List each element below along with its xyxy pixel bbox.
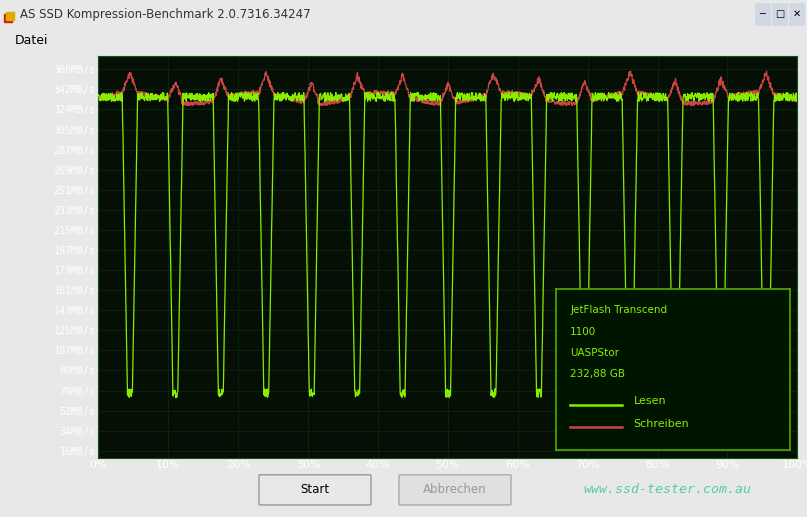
Bar — [789, 3, 804, 25]
Text: Datei: Datei — [15, 34, 48, 48]
Text: JetFlash Transcend: JetFlash Transcend — [571, 305, 667, 315]
Bar — [755, 3, 770, 25]
Bar — [772, 3, 787, 25]
Text: 232,88 GB: 232,88 GB — [571, 369, 625, 379]
Text: Abbrechen: Abbrechen — [423, 483, 487, 496]
Text: Schreiben: Schreiben — [633, 419, 689, 429]
Bar — [4, 14, 12, 22]
Bar — [6, 12, 14, 20]
Text: UASPStor: UASPStor — [571, 348, 619, 358]
Text: Start: Start — [300, 483, 329, 496]
FancyBboxPatch shape — [399, 475, 511, 505]
Text: 1100: 1100 — [571, 327, 596, 338]
Text: ✕: ✕ — [792, 9, 801, 19]
Text: □: □ — [775, 9, 784, 19]
Text: AS SSD Kompression-Benchmark 2.0.7316.34247: AS SSD Kompression-Benchmark 2.0.7316.34… — [20, 8, 311, 21]
FancyBboxPatch shape — [259, 475, 371, 505]
Text: ─: ─ — [759, 9, 765, 19]
Text: Lesen: Lesen — [633, 397, 666, 406]
Text: www.ssd-tester.com.au: www.ssd-tester.com.au — [583, 483, 752, 496]
